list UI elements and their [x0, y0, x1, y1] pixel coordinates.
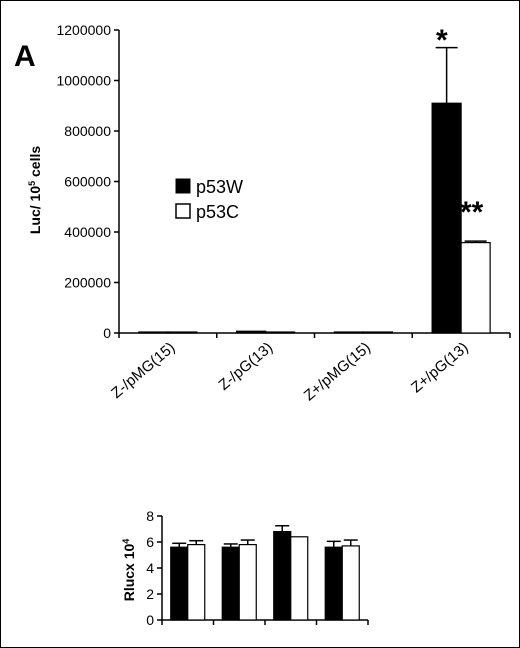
top-chart-category-label: Z-/pMG(15): [108, 339, 178, 402]
top-chart-bar: [167, 331, 198, 334]
bottom-chart-y-tick-label: 2: [146, 586, 154, 602]
bottom-chart-bar: [170, 546, 189, 621]
top-y-axis-label: Luc/ 105 cells: [27, 146, 43, 235]
annotation-double-star: **: [460, 196, 484, 229]
top-chart-y-tick-label: 1200000: [56, 22, 111, 38]
top-chart-bar: [362, 331, 393, 334]
bottom-chart-y-tick-label: 6: [146, 534, 154, 550]
bottom-chart-y-tick-label: 8: [146, 508, 154, 524]
top-chart-category-label: Z+/pG(13): [408, 339, 472, 396]
top-chart-category-label: Z+/pMG(15): [301, 339, 374, 404]
top-chart-bar: [333, 331, 364, 334]
bottom-chart-bar: [324, 546, 343, 621]
bottom-y-axis-label: Rlucx 104: [121, 539, 137, 602]
bottom-chart-bar: [341, 545, 360, 621]
top-chart-y-tick-label: 800000: [64, 123, 111, 139]
annotation-single-star: *: [436, 24, 448, 57]
bottom-chart-bar: [221, 546, 240, 621]
top-chart-bar: [265, 331, 296, 334]
bottom-chart-y-tick-label: 0: [146, 612, 154, 628]
top-chart-bar: [236, 330, 267, 334]
legend-label-p53c: p53C: [196, 202, 239, 222]
panel-label: A: [14, 40, 36, 73]
bottom-chart-bar: [238, 543, 257, 621]
legend-label-p53w: p53W: [196, 177, 243, 197]
top-chart-y-tick-label: 0: [103, 325, 111, 341]
bottom-chart-y-tick-label: 4: [146, 560, 154, 576]
bottom-chart-bar: [273, 530, 292, 621]
top-chart-bar: [138, 331, 169, 334]
top-chart-category-label: Z-/pG(13): [215, 339, 276, 394]
top-chart-y-tick-label: 200000: [64, 275, 111, 291]
top-chart-y-tick-label: 400000: [64, 224, 111, 240]
top-chart-bar: [431, 102, 462, 334]
top-chart-y-tick-label: 1000000: [56, 73, 111, 89]
legend-swatch-p53c: [175, 203, 191, 219]
bottom-chart-bar: [187, 543, 206, 621]
top-chart-y-tick-label: 600000: [64, 174, 111, 190]
bottom-chart-bar: [290, 536, 309, 621]
legend-swatch-p53w: [175, 178, 191, 194]
top-chart-bar: [460, 242, 491, 334]
